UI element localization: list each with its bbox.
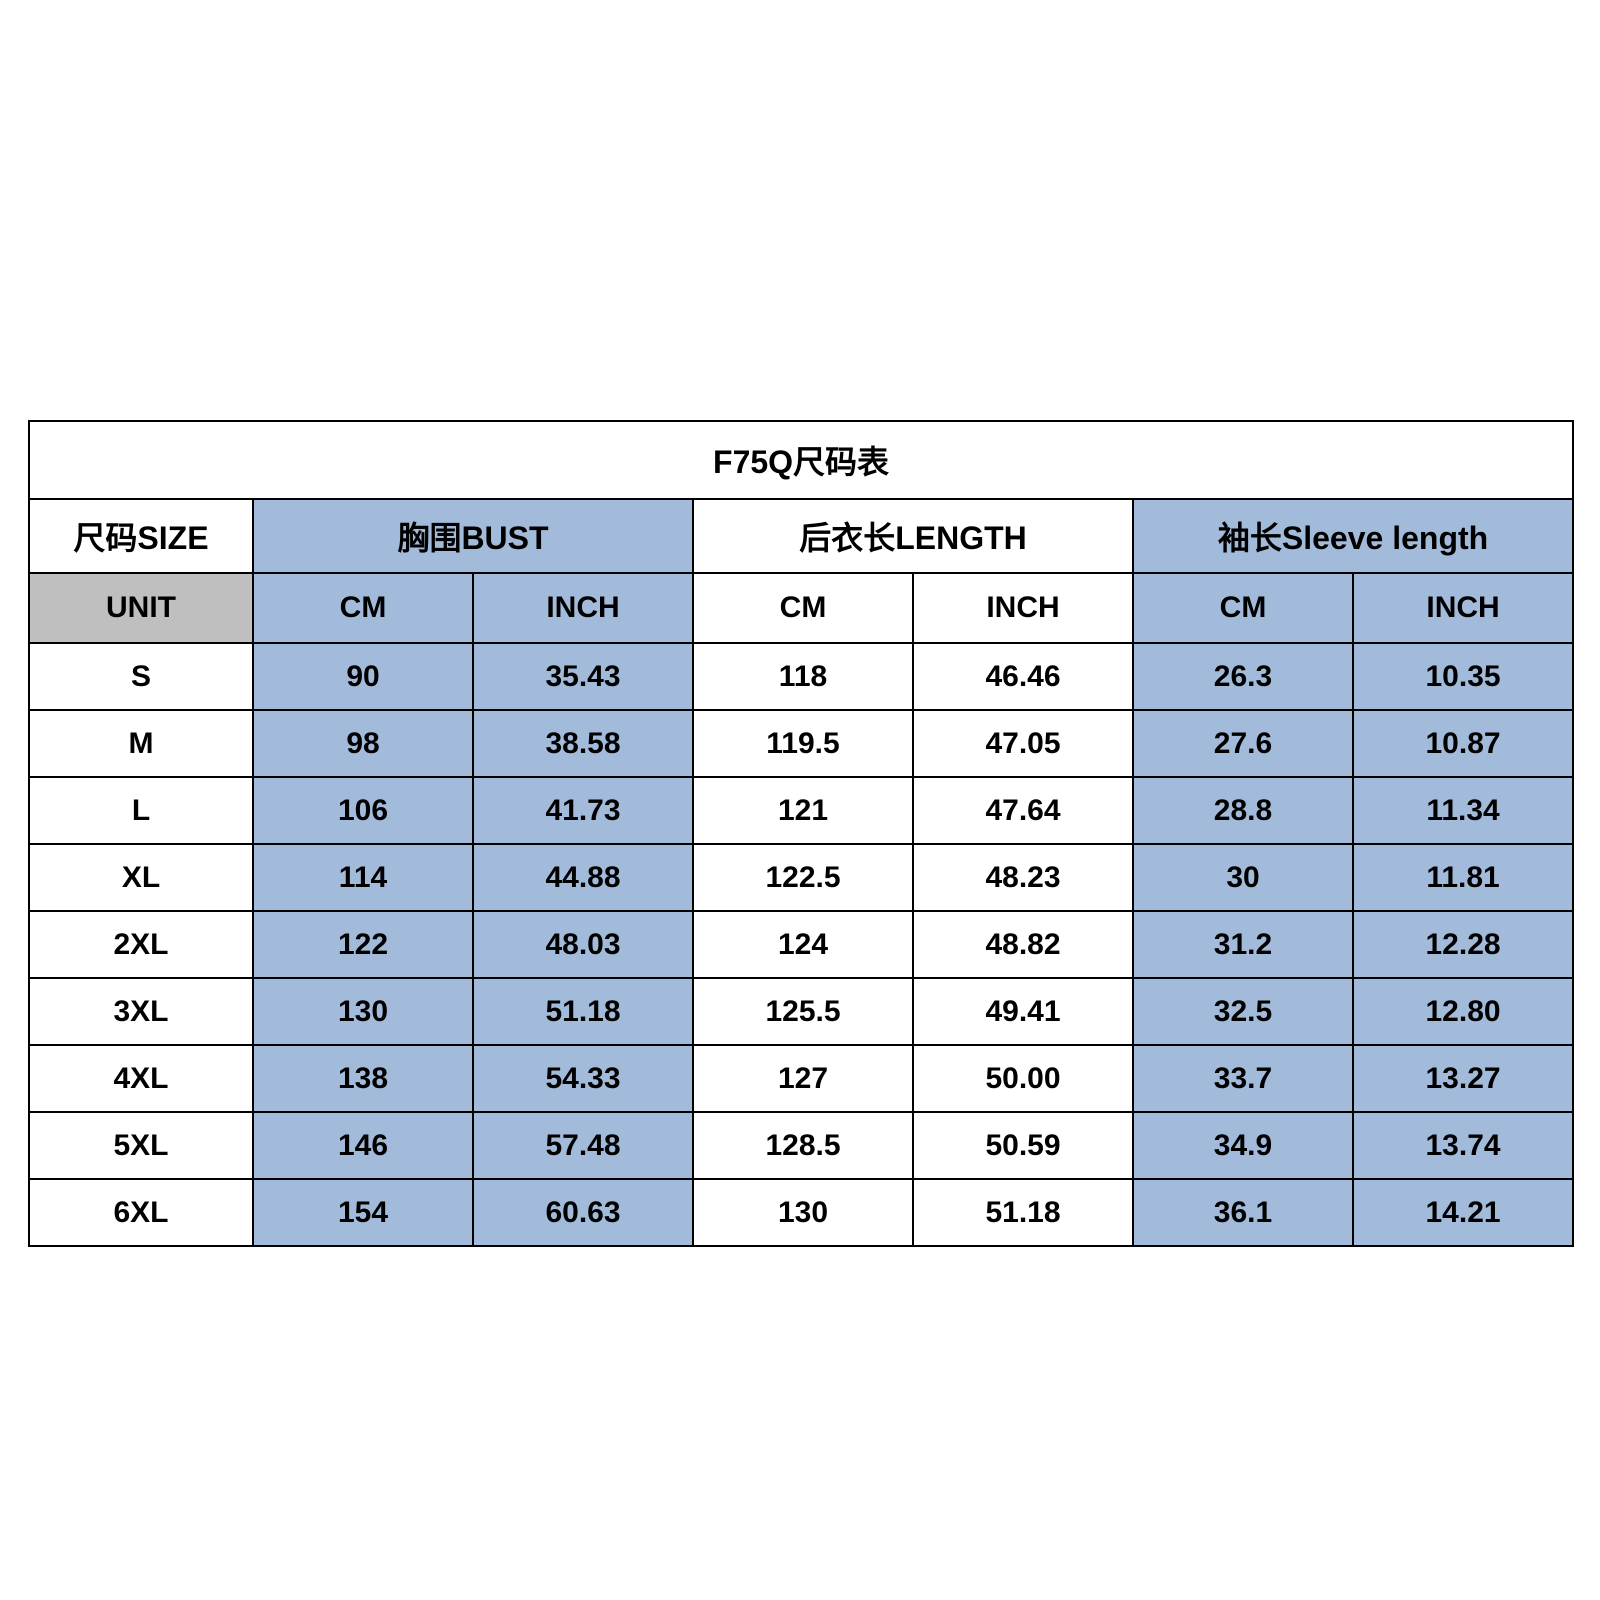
cell-length-cm: 118: [693, 643, 913, 710]
size-chart-table: F75Q尺码表 尺码SIZE 胸围BUST 后衣长LENGTH 袖长Sleeve…: [28, 420, 1574, 1247]
header-len-cm: CM: [693, 573, 913, 643]
header-length: 后衣长LENGTH: [693, 499, 1133, 573]
cell-sleeve-inch: 10.35: [1353, 643, 1573, 710]
cell-bust-inch: 35.43: [473, 643, 693, 710]
cell-sleeve-cm: 31.2: [1133, 911, 1353, 978]
table-title: F75Q尺码表: [29, 421, 1573, 499]
cell-size: 5XL: [29, 1112, 253, 1179]
cell-sleeve-inch: 11.34: [1353, 777, 1573, 844]
cell-sleeve-inch: 14.21: [1353, 1179, 1573, 1246]
cell-sleeve-cm: 28.8: [1133, 777, 1353, 844]
cell-size: M: [29, 710, 253, 777]
header-bust-cm: CM: [253, 573, 473, 643]
cell-sleeve-cm: 32.5: [1133, 978, 1353, 1045]
cell-bust-cm: 106: [253, 777, 473, 844]
table-row: 6XL15460.6313051.1836.114.21: [29, 1179, 1573, 1246]
cell-bust-cm: 122: [253, 911, 473, 978]
header-sleeve: 袖长Sleeve length: [1133, 499, 1573, 573]
cell-bust-inch: 38.58: [473, 710, 693, 777]
cell-sleeve-inch: 13.27: [1353, 1045, 1573, 1112]
cell-length-cm: 125.5: [693, 978, 913, 1045]
table-title-row: F75Q尺码表: [29, 421, 1573, 499]
table-row: XL11444.88122.548.233011.81: [29, 844, 1573, 911]
cell-sleeve-cm: 26.3: [1133, 643, 1353, 710]
cell-sleeve-cm: 27.6: [1133, 710, 1353, 777]
cell-bust-cm: 90: [253, 643, 473, 710]
cell-bust-cm: 138: [253, 1045, 473, 1112]
cell-sleeve-cm: 30: [1133, 844, 1353, 911]
cell-sleeve-cm: 34.9: [1133, 1112, 1353, 1179]
cell-sleeve-inch: 11.81: [1353, 844, 1573, 911]
cell-sleeve-inch: 12.28: [1353, 911, 1573, 978]
cell-length-inch: 46.46: [913, 643, 1133, 710]
cell-bust-cm: 114: [253, 844, 473, 911]
cell-length-inch: 49.41: [913, 978, 1133, 1045]
cell-size: XL: [29, 844, 253, 911]
cell-length-inch: 51.18: [913, 1179, 1133, 1246]
cell-bust-inch: 48.03: [473, 911, 693, 978]
cell-length-inch: 47.05: [913, 710, 1133, 777]
cell-length-inch: 50.00: [913, 1045, 1133, 1112]
header-unit: UNIT: [29, 573, 253, 643]
cell-size: S: [29, 643, 253, 710]
cell-length-inch: 47.64: [913, 777, 1133, 844]
cell-bust-inch: 51.18: [473, 978, 693, 1045]
cell-sleeve-cm: 36.1: [1133, 1179, 1353, 1246]
cell-bust-inch: 54.33: [473, 1045, 693, 1112]
cell-length-inch: 48.23: [913, 844, 1133, 911]
cell-length-cm: 122.5: [693, 844, 913, 911]
table-row: 3XL13051.18125.549.4132.512.80: [29, 978, 1573, 1045]
cell-length-cm: 130: [693, 1179, 913, 1246]
cell-size: 6XL: [29, 1179, 253, 1246]
unit-row: UNIT CM INCH CM INCH CM INCH: [29, 573, 1573, 643]
cell-bust-inch: 41.73: [473, 777, 693, 844]
table-row: 5XL14657.48128.550.5934.913.74: [29, 1112, 1573, 1179]
cell-bust-inch: 60.63: [473, 1179, 693, 1246]
cell-sleeve-inch: 10.87: [1353, 710, 1573, 777]
table-row: 2XL12248.0312448.8231.212.28: [29, 911, 1573, 978]
cell-length-inch: 50.59: [913, 1112, 1133, 1179]
header-len-inch: INCH: [913, 573, 1133, 643]
cell-sleeve-inch: 13.74: [1353, 1112, 1573, 1179]
cell-length-cm: 121: [693, 777, 913, 844]
header-slv-cm: CM: [1133, 573, 1353, 643]
table-row: 4XL13854.3312750.0033.713.27: [29, 1045, 1573, 1112]
table-row: L10641.7312147.6428.811.34: [29, 777, 1573, 844]
cell-bust-cm: 130: [253, 978, 473, 1045]
header-size: 尺码SIZE: [29, 499, 253, 573]
cell-bust-cm: 146: [253, 1112, 473, 1179]
cell-bust-inch: 57.48: [473, 1112, 693, 1179]
cell-size: 3XL: [29, 978, 253, 1045]
table-row: S9035.4311846.4626.310.35: [29, 643, 1573, 710]
cell-length-cm: 127: [693, 1045, 913, 1112]
cell-sleeve-inch: 12.80: [1353, 978, 1573, 1045]
header-bust-inch: INCH: [473, 573, 693, 643]
cell-bust-inch: 44.88: [473, 844, 693, 911]
header-slv-inch: INCH: [1353, 573, 1573, 643]
cell-size: 4XL: [29, 1045, 253, 1112]
cell-length-inch: 48.82: [913, 911, 1133, 978]
cell-sleeve-cm: 33.7: [1133, 1045, 1353, 1112]
cell-size: 2XL: [29, 911, 253, 978]
cell-length-cm: 124: [693, 911, 913, 978]
table-row: M9838.58119.547.0527.610.87: [29, 710, 1573, 777]
cell-bust-cm: 98: [253, 710, 473, 777]
header-bust: 胸围BUST: [253, 499, 693, 573]
size-chart-table-container: F75Q尺码表 尺码SIZE 胸围BUST 后衣长LENGTH 袖长Sleeve…: [28, 420, 1572, 1247]
cell-length-cm: 119.5: [693, 710, 913, 777]
cell-length-cm: 128.5: [693, 1112, 913, 1179]
cell-size: L: [29, 777, 253, 844]
cell-bust-cm: 154: [253, 1179, 473, 1246]
column-group-row: 尺码SIZE 胸围BUST 后衣长LENGTH 袖长Sleeve length: [29, 499, 1573, 573]
